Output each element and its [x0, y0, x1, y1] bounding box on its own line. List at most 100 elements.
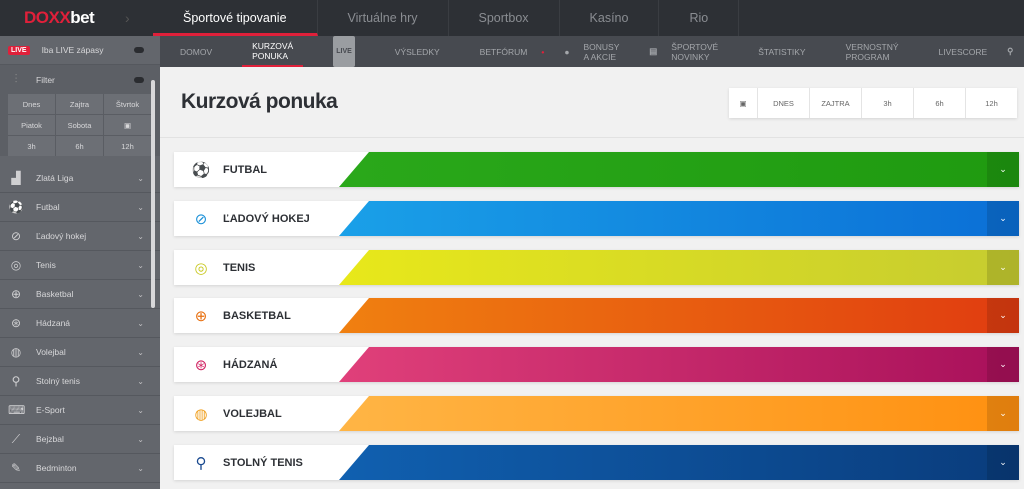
time-filter-option[interactable]: 3h: [861, 88, 913, 118]
top-bar: DOXXbet › Športové tipovanie Virtuálne hr…: [0, 0, 1024, 36]
live-only-toggle-row[interactable]: LIVE Iba LIVE zápasy: [0, 36, 160, 65]
sport-color-band: [339, 347, 1019, 382]
notification-dot: •: [541, 46, 545, 57]
chevron-down-icon: ⌄: [137, 260, 144, 270]
subnav-item[interactable]: VÝSLEDKY: [394, 46, 440, 57]
filter-option[interactable]: Piatok: [8, 115, 55, 135]
sidebar-item[interactable]: ⌨ E-Sport ⌄: [0, 396, 160, 425]
chevron-down-icon: ⌄: [137, 376, 144, 386]
chevron-down-icon: ⌄: [137, 347, 144, 357]
sidebar-item[interactable]: ⊘ Ľadový hokej ⌄: [0, 222, 160, 251]
subnav-item[interactable]: ŠTATISTIKY: [758, 46, 806, 57]
filter-option[interactable]: Dnes: [8, 94, 55, 114]
handball-icon: ⊛: [194, 356, 208, 374]
chevron-down-icon: ⌄: [137, 231, 144, 241]
hockey-icon: ⊘: [194, 210, 208, 228]
subnav-live[interactable]: LIVE: [323, 36, 365, 67]
filter-option[interactable]: Sobota: [56, 115, 103, 135]
sidebar-item[interactable]: ◍ Volejbal ⌄: [0, 338, 160, 367]
divider: [160, 137, 1024, 138]
handball-icon: ⊛: [10, 316, 22, 330]
sidebar-item[interactable]: ⊛ Hádzaná ⌄: [0, 309, 160, 338]
sport-card[interactable]: ⚲ STOLNÝ TENIS ⌄: [174, 445, 1019, 480]
top-nav-item[interactable]: Sportbox: [449, 0, 560, 36]
sidebar-item[interactable]: ⊕ Basketbal ⌄: [0, 280, 160, 309]
sidebar-item[interactable]: ⟋ Bejzbal ⌄: [0, 425, 160, 454]
sidebar-item[interactable]: ◎ Tenis ⌄: [0, 251, 160, 280]
chevron-down-icon: ⌄: [137, 318, 144, 328]
basketball-icon: ⊕: [194, 307, 208, 325]
search-button[interactable]: ⚲HĽADAŤ: [1007, 36, 1024, 67]
subnav-item[interactable]: ▤ ŠPORTOVÉ NOVINKY: [649, 41, 719, 62]
sport-card[interactable]: ⊕ BASKETBAL ⌄: [174, 298, 1019, 333]
subnav-item[interactable]: ● BONUSY A AKCIE: [564, 41, 620, 62]
podium-icon: ▟: [11, 171, 21, 185]
filter-option[interactable]: Zajtra: [56, 94, 103, 114]
top-nav-item[interactable]: Virtuálne hry: [318, 0, 449, 36]
filter-icon: ⫶: [14, 72, 18, 86]
baseball-icon: ⟋: [11, 431, 21, 446]
subnav-item[interactable]: VERNOSTNÝ PROGRAM: [845, 41, 899, 62]
filter-option[interactable]: 12h: [104, 136, 151, 156]
sport-color-band: [339, 201, 1019, 236]
calendar-icon[interactable]: ▣: [739, 98, 747, 108]
filter-option[interactable]: ▣: [104, 115, 151, 135]
page-title: Kurzová ponuka: [181, 90, 338, 113]
chevron-down-icon[interactable]: ⌄: [987, 396, 1019, 431]
subnav-item[interactable]: BETFÓRUM •: [479, 46, 545, 57]
basketball-icon: ⊕: [10, 287, 22, 301]
chevron-down-icon[interactable]: ⌄: [987, 250, 1019, 285]
chevron-down-icon[interactable]: ⌄: [987, 201, 1019, 236]
chevron-down-icon: ⌄: [137, 405, 144, 415]
volleyball-icon: ◍: [194, 405, 208, 423]
top-nav-item[interactable]: Rio: [659, 0, 740, 36]
sport-card[interactable]: ⚽ FUTBAL ⌄: [174, 152, 1019, 187]
chevron-down-icon: ⌄: [137, 289, 144, 299]
filter-grid: Dnes Zajtra Štvrtok Piatok Sobota ▣ 3h 6h 12h: [8, 94, 151, 156]
table-tennis-icon: ⚲: [195, 454, 207, 472]
time-filter: ▣ DNES ZAJTRA 3h 6h 12h: [729, 88, 1017, 118]
sidebar-scrollbar[interactable]: [151, 80, 155, 308]
sport-card[interactable]: ◎ TENIS ⌄: [174, 250, 1019, 285]
sidebar: LIVE Iba LIVE zápasy ⫶ Filter Dnes Zajtra…: [0, 36, 160, 489]
chevron-down-icon[interactable]: ⌄: [987, 445, 1019, 480]
chevron-down-icon[interactable]: ⌄: [987, 298, 1019, 333]
gamepad-icon: ⌨: [8, 403, 26, 417]
sport-card[interactable]: ◍ VOLEJBAL ⌄: [174, 396, 1019, 431]
logo[interactable]: DOXXbet: [24, 8, 95, 27]
live-only-toggle[interactable]: [134, 47, 144, 53]
time-filter-option[interactable]: 12h: [965, 88, 1017, 118]
sport-card[interactable]: ⊛ HÁDZANÁ ⌄: [174, 347, 1019, 382]
sub-nav: DOMOV KURZOVÁ PONUKA LIVE VÝSLEDKY BETFÓRUM •…: [160, 36, 1024, 67]
time-filter-option[interactable]: 6h: [913, 88, 965, 118]
volleyball-icon: ◍: [10, 345, 22, 359]
football-icon: ⚽: [8, 200, 24, 214]
sport-color-band: [339, 445, 1019, 480]
badminton-icon: ✎: [10, 461, 22, 475]
sidebar-item[interactable]: ⚲ Stolný tenis ⌄: [0, 367, 160, 396]
filter-option[interactable]: Štvrtok: [104, 94, 151, 114]
time-filter-option[interactable]: ZAJTRA: [809, 88, 861, 118]
filter-option[interactable]: 3h: [8, 136, 55, 156]
coin-icon: ●: [564, 46, 570, 57]
chevron-down-icon: ⌄: [137, 463, 144, 473]
filter-row[interactable]: ⫶ Filter: [0, 65, 160, 94]
subnav-item[interactable]: DOMOV: [180, 46, 213, 57]
sport-card[interactable]: ⊘ ĽADOVÝ HOKEJ ⌄: [174, 201, 1019, 236]
top-nav-item[interactable]: Športové tipovanie: [153, 0, 318, 36]
sidebar-item[interactable]: ✎ Bedminton ⌄: [0, 454, 160, 483]
filter-toggle[interactable]: [134, 76, 144, 83]
top-nav-item[interactable]: Kasíno: [560, 0, 660, 36]
search-icon: ⚲: [1007, 46, 1014, 56]
hockey-icon: ⊘: [10, 229, 22, 243]
sidebar-item[interactable]: ⚽ Futbal ⌄: [0, 193, 160, 222]
chevron-down-icon[interactable]: ⌄: [987, 347, 1019, 382]
subnav-item[interactable]: KURZOVÁ PONUKA: [242, 36, 304, 67]
chevron-down-icon[interactable]: ⌄: [987, 152, 1019, 187]
filter-option[interactable]: 6h: [56, 136, 103, 156]
time-filter-option[interactable]: DNES: [757, 88, 809, 118]
tennis-icon: ◎: [194, 259, 208, 277]
live-badge: LIVE: [8, 45, 30, 55]
sidebar-item[interactable]: ▟ Zlatá Liga ⌄: [0, 164, 160, 193]
subnav-item[interactable]: LIVESCORE: [938, 46, 988, 57]
